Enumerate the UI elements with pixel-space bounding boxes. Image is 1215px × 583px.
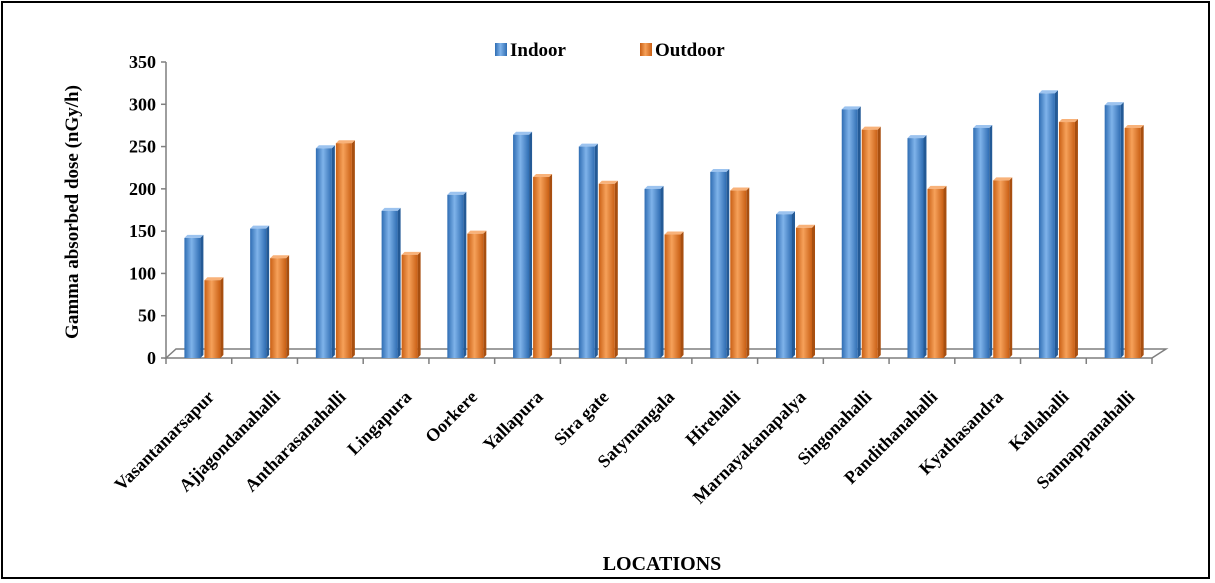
- y-tick-label: 250: [129, 137, 156, 157]
- bar-outdoor-oorkere: [467, 230, 487, 358]
- bar-outdoor-sannappanahalli: [1124, 124, 1144, 358]
- x-tick-label-oorkere: Oorkere: [421, 387, 481, 447]
- y-tick-label: 100: [129, 263, 156, 283]
- legend: Indoor Outdoor: [495, 40, 725, 61]
- bar-indoor-hirehalli: [710, 168, 730, 358]
- bar-outdoor-yallapura: [533, 174, 553, 358]
- bar-outdoor-hirehalli: [730, 187, 750, 358]
- bar-outdoor-ajjagondanahalli: [270, 255, 290, 358]
- legend-label-outdoor: Outdoor: [655, 40, 725, 61]
- bar-indoor-oorkere: [447, 191, 467, 358]
- bar-indoor-sira-gate: [578, 143, 598, 358]
- bar-indoor-sannappanahalli: [1104, 102, 1124, 358]
- y-axis-title: Gamma absorbed dose (nGy/h): [62, 85, 83, 339]
- bar-indoor-vasantanarsapur: [184, 234, 204, 358]
- legend-label-indoor: Indoor: [510, 40, 567, 61]
- y-tick-label: 200: [129, 179, 156, 199]
- bar-indoor-antharasanahalli: [315, 145, 335, 358]
- y-tick-label: 50: [138, 306, 156, 326]
- bar-outdoor-kallahalli: [1058, 119, 1078, 358]
- bar-indoor-yallapura: [513, 131, 533, 358]
- y-tick-label: 350: [129, 52, 156, 72]
- bars-group: [184, 90, 1144, 359]
- bar-outdoor-sira-gate: [598, 180, 618, 358]
- legend-swatch-outdoor: [640, 43, 652, 56]
- x-tick-label-kallahalli: Kallahalli: [1005, 387, 1073, 455]
- x-tick-label-hirehalli: Hirehalli: [681, 387, 744, 450]
- x-tick-label-lingapura: Lingapura: [343, 387, 415, 459]
- bar-outdoor-pandithanahalli: [927, 185, 947, 358]
- bar-outdoor-antharasanahalli: [335, 140, 355, 358]
- bar-outdoor-singonahalli: [861, 126, 881, 359]
- y-tick-label: 0: [147, 348, 156, 368]
- bar-indoor-lingapura: [381, 207, 401, 358]
- bar-indoor-kallahalli: [1038, 90, 1058, 358]
- bar-outdoor-kyathasandra: [993, 177, 1013, 358]
- bar-indoor-ajjagondanahalli: [250, 225, 270, 358]
- bar-outdoor-vasantanarsapur: [204, 277, 224, 358]
- y-axis: 0 50 100 150 200 250 300 350: [129, 52, 1153, 368]
- x-axis-title: LOCATIONS: [603, 553, 722, 575]
- bar-indoor-pandithanahalli: [907, 135, 927, 358]
- y-tick-label: 300: [129, 94, 156, 114]
- x-tick-labels: VasantanarsapurAjjagondanahalliAntharasa…: [110, 387, 1138, 508]
- legend-swatch-indoor: [495, 43, 507, 56]
- y-tick-label: 150: [129, 221, 156, 241]
- bar-indoor-kyathasandra: [973, 124, 993, 358]
- bar-outdoor-marnayakanapalya: [796, 224, 816, 358]
- bar-indoor-satymangala: [644, 185, 664, 358]
- bar-outdoor-lingapura: [401, 251, 421, 358]
- x-tick-label-sira-gate: Sira gate: [550, 387, 613, 450]
- bar-indoor-singonahalli: [841, 106, 861, 358]
- x-tick-label-yallapura: Yallapura: [479, 387, 547, 455]
- bar-indoor-marnayakanapalya: [776, 211, 796, 358]
- x-tick-label-marnayakanapalya: Marnayakanapalya: [689, 387, 810, 508]
- bar-outdoor-satymangala: [664, 231, 684, 358]
